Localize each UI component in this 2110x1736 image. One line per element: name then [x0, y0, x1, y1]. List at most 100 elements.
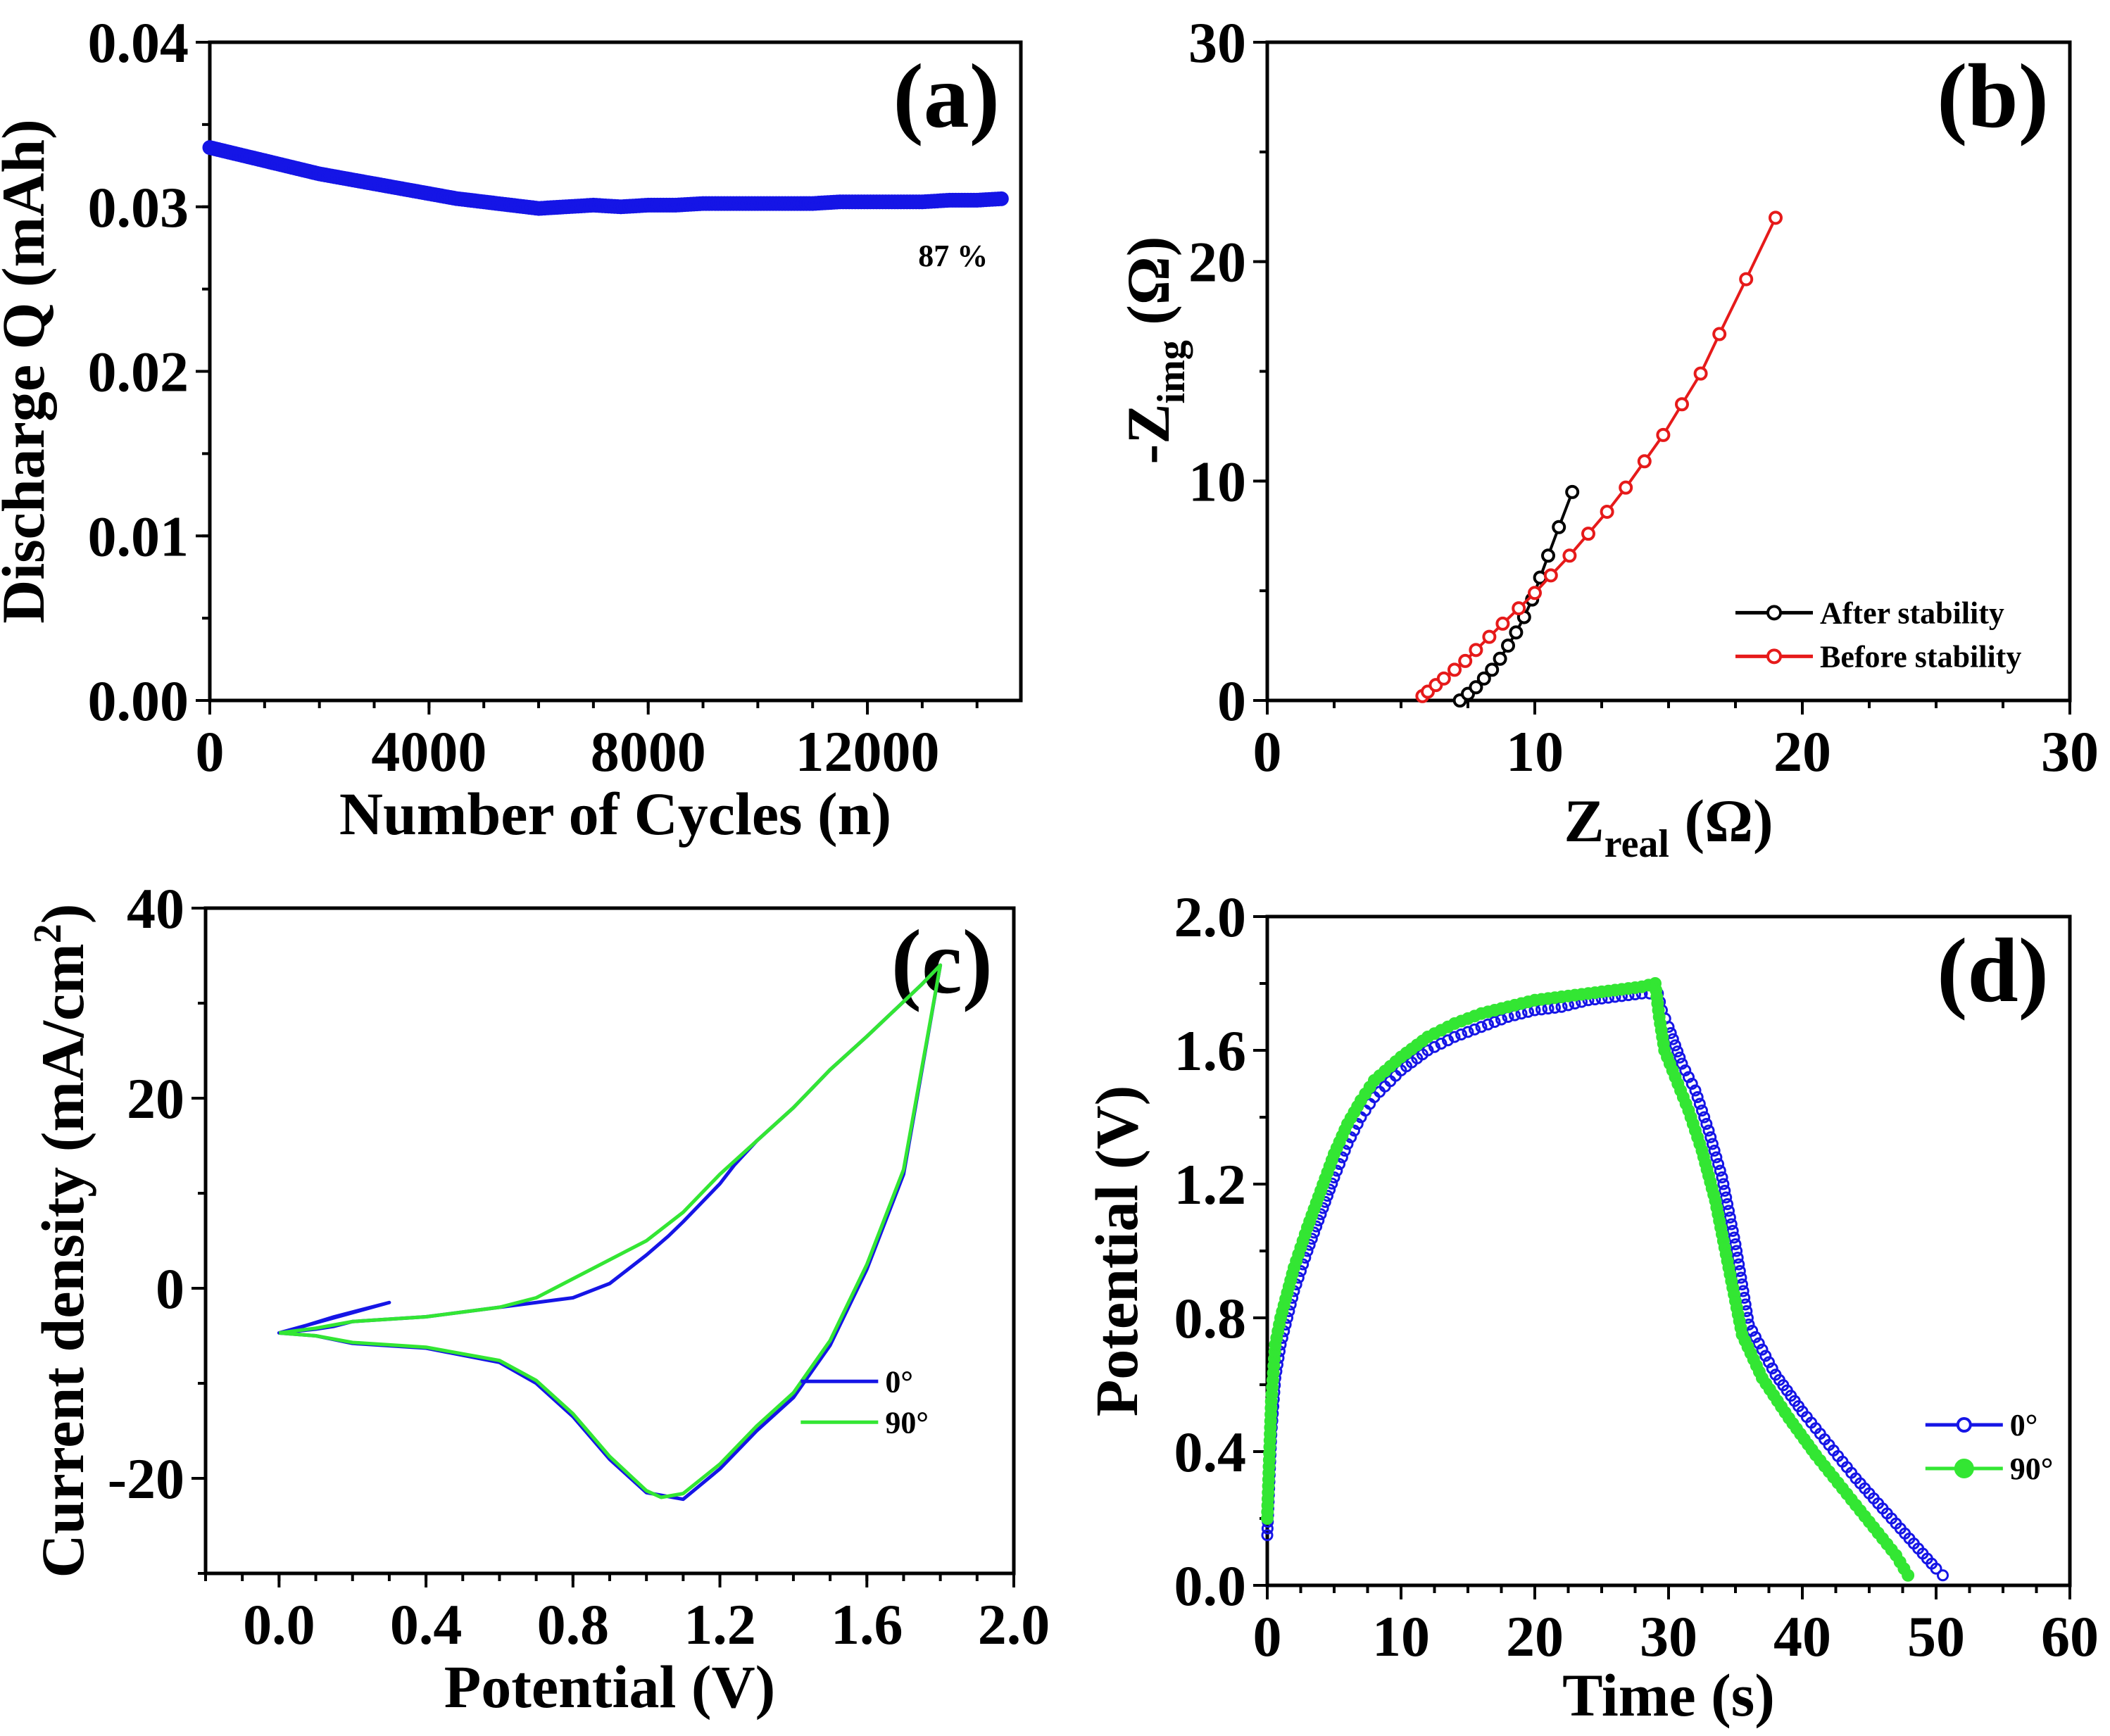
panel-b-series-0-point	[1509, 625, 1524, 640]
panel-d-series-0-point	[1763, 1356, 1775, 1369]
panel-d-series-0-point	[1685, 1078, 1698, 1090]
panel-d-series-0-point	[1750, 1331, 1762, 1343]
panel-d-series-0-point	[1696, 1105, 1708, 1117]
panel-c-legend: 0°90°	[800, 1364, 929, 1440]
panel-b-xtick-label: 20	[1773, 719, 1831, 784]
panel-c-xtick-label: 0.4	[390, 1592, 463, 1656]
panel-d-series-0-point	[1555, 1000, 1568, 1013]
panel-d-series-0-point	[1719, 1185, 1731, 1197]
panel-d-series-0-point	[1725, 1218, 1738, 1231]
panel-d-series-0-point	[1679, 1064, 1692, 1076]
panel-d-series-0-point	[1712, 1158, 1725, 1170]
panel-d-series-0-point	[1673, 1051, 1686, 1064]
panel-c-xlabel: Potential (V)	[444, 1653, 775, 1721]
panel-d-series-0-point	[1746, 1324, 1759, 1337]
panel-d-ytick-label: 0.4	[1174, 1420, 1247, 1484]
panel-c-series-1-line	[279, 963, 943, 1499]
panel-b-legend: After stability Before stability	[1735, 596, 2021, 674]
panel-c-xtick-label: 1.6	[831, 1592, 903, 1656]
panel-d-frame: 0 10 20 30 40 50 60 0.0 0.4 0.8 1.2 1.6 2.0 (d)	[1174, 885, 2099, 1668]
panel-d-series-0-point	[1717, 1178, 1730, 1190]
panel-a-xtick-label: 12000	[796, 719, 940, 784]
panel-b-series-1-point	[1495, 616, 1510, 631]
panel-a-label: (a)	[893, 46, 1000, 147]
panel-d-ytick-label: 1.6	[1174, 1019, 1247, 1083]
panel-a-ytick-label: 0.01	[88, 504, 189, 568]
panel-d-xtick-label: 40	[1773, 1604, 1831, 1668]
panel-b-series-1-point	[1656, 427, 1671, 442]
panel-d-series-0-point	[1482, 1018, 1494, 1031]
panel-b-series-0-point	[1565, 484, 1580, 499]
panel-d-series-0-point	[1752, 1337, 1765, 1350]
panel-d-xtick-label: 10	[1372, 1604, 1430, 1668]
panel-b-series-1-point	[1482, 629, 1497, 644]
panel-b-series-1-point	[1739, 272, 1754, 287]
panel-b-series-1-point	[1693, 366, 1708, 381]
panel-a-frame: 0 4000 8000 12000 0.00 0.01 0.02 0.03 0.04 (a)	[88, 11, 1023, 784]
panel-b-series-0-point	[1501, 639, 1515, 653]
panel-c-legend-text: 0°	[885, 1364, 913, 1399]
panel-b-legend-text: Before stability	[1820, 639, 2021, 674]
panel-c-legend-text: 90°	[885, 1405, 929, 1440]
panel-d-series-0-point	[1728, 1231, 1740, 1244]
panel-d-series-0-point	[1469, 1023, 1481, 1036]
panel-d-ytick-label: 0.8	[1174, 1286, 1247, 1350]
panel-d-series-0-point	[1698, 1111, 1711, 1124]
panel-c-xtick-label: 0.8	[537, 1592, 610, 1656]
panel-d-label: (d)	[1937, 920, 2049, 1021]
panel-d-series-0-point	[1683, 1071, 1695, 1083]
panel-d-series-0-point	[1700, 1118, 1713, 1130]
panel-d-xtick-label: 30	[1640, 1604, 1697, 1668]
panel-b-series-1-point	[1675, 397, 1689, 412]
panel-d-series-0-point	[1766, 1362, 1778, 1375]
panel-b-series-0-point	[1485, 662, 1500, 677]
panel-a-xtick-label: 4000	[371, 719, 486, 784]
panel-d-series-0-point	[1435, 1038, 1448, 1050]
panel-b-legend-marker	[1766, 605, 1782, 621]
panel-d-series-0-point	[1726, 1225, 1739, 1237]
panel-d-legend-marker	[1956, 1417, 1972, 1433]
panel-d-series-0-point	[1676, 1057, 1688, 1070]
panel-b-xtick-label: 0	[1253, 719, 1282, 784]
panel-d-series-0-point	[1759, 1350, 1772, 1362]
panel-b-series-1-point	[1637, 454, 1652, 469]
panel-d-series-0-point	[1756, 1343, 1769, 1356]
panel-d-series-0-point	[1421, 1044, 1434, 1057]
panel-b-label: (b)	[1937, 46, 2049, 147]
panel-c-xtick-label: 0.0	[243, 1592, 315, 1656]
panel-a-xtick-label: 0	[196, 719, 225, 784]
panel-b-ytick-label: 0	[1217, 669, 1246, 733]
panel-d-ytick-label: 2.0	[1174, 885, 1247, 949]
panel-d-series-0-point	[1689, 1084, 1702, 1097]
panel-b-ylabel-main: -Z	[1114, 403, 1182, 464]
panel-d-xtick-label: 50	[1907, 1604, 1965, 1668]
panel-c-ytick-label: 20	[127, 1067, 184, 1131]
panel-d-series-0-point	[1428, 1040, 1440, 1053]
panel-b-series-1-point	[1543, 568, 1558, 583]
panel-c-ytick-label: -20	[108, 1447, 184, 1511]
panel-b-series-1-point	[1769, 210, 1783, 225]
panel-d-series-0-point	[1930, 1562, 1942, 1575]
panel-b-series-1-point	[1436, 671, 1451, 686]
panel-d-xlabel: Time (s)	[1562, 1661, 1775, 1729]
panel-d-series-0-point	[1462, 1026, 1474, 1038]
panel-d-series-0-point	[1706, 1138, 1719, 1150]
panel-d-series-0-point	[1723, 1212, 1736, 1224]
panel-d-series-0-point	[1691, 1091, 1704, 1103]
panel-b-series-1-point	[1619, 480, 1633, 495]
panel-b-series-1-point	[1458, 653, 1473, 668]
panel-d-series-0-point	[1723, 1204, 1735, 1217]
panel-b-ytick-label: 20	[1188, 230, 1246, 294]
panel-c-ytick-label: 40	[127, 876, 184, 941]
panel-d-series-0-point	[1720, 1191, 1733, 1204]
panel-c-ylabel-main: Current density (mA/cm	[29, 943, 96, 1578]
panel-b-series-1-point	[1600, 504, 1614, 519]
panel-c-ylabel-close: )	[29, 904, 96, 924]
panel-d-series-0-point	[1448, 1031, 1461, 1043]
panel-b-series-0-point	[1552, 520, 1566, 534]
panel-c-ytick-label: 0	[156, 1257, 184, 1321]
panel-a-ytick-label: 0.04	[88, 11, 189, 75]
panel-b-xtick-label: 10	[1506, 719, 1564, 784]
panel-b-xlabel: Zreal (Ω)	[1564, 787, 1773, 866]
panel-d-series-0-point	[1731, 1245, 1743, 1257]
